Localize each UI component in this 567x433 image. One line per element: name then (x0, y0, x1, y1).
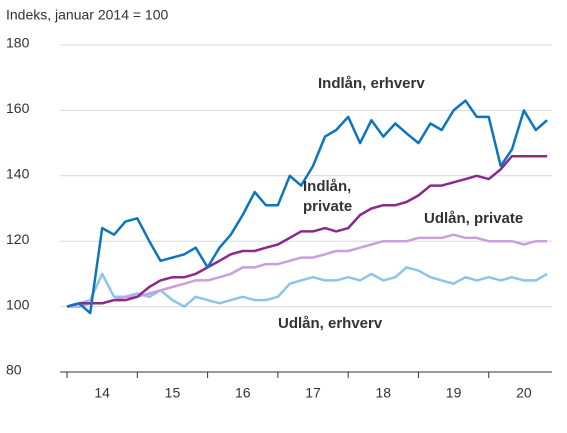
series-label: Udlån, private (424, 210, 523, 227)
y-tick-label: 180 (6, 35, 30, 51)
x-tick-label: 18 (376, 385, 392, 401)
series-label: Indlån, private (303, 178, 352, 215)
x-tick-label: 16 (235, 385, 251, 401)
x-tick-label: 15 (165, 385, 181, 401)
y-tick-label: 100 (6, 296, 30, 312)
series-line (66, 99, 548, 315)
y-tick-label: 140 (6, 166, 30, 182)
series-line (66, 266, 548, 308)
x-tick-label: 17 (305, 385, 321, 401)
x-tick-label: 19 (446, 385, 462, 401)
series-line (66, 154, 548, 308)
series-label: Udlån, erhverv (278, 315, 383, 332)
series-line (67, 233, 548, 308)
x-tick-label: 20 (516, 385, 532, 401)
x-tick-label: 14 (94, 385, 110, 401)
series-label: Indlån, erhverv (318, 75, 425, 92)
chart-subtitle: Indeks, januar 2014 = 100 (6, 7, 169, 23)
y-tick-label: 120 (6, 231, 30, 247)
y-tick-label: 80 (6, 362, 22, 378)
y-tick-label: 160 (6, 100, 30, 116)
